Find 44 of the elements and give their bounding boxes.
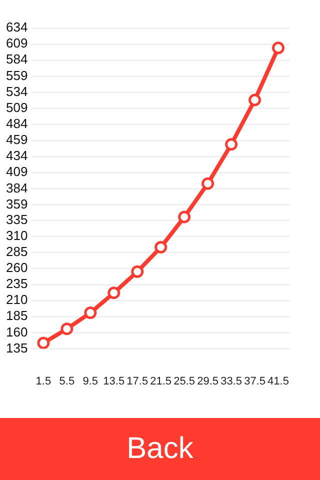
y-tick-label: 484 — [6, 116, 28, 132]
point — [84, 306, 97, 320]
x-tick-label: 13.5 — [103, 375, 125, 388]
y-tick-label: 310 — [6, 228, 28, 243]
y-tick-label: 634 — [6, 20, 28, 35]
point — [272, 42, 285, 54]
y-tick-label: 459 — [6, 132, 28, 148]
x-tick-label: 9.5 — [82, 375, 98, 388]
y-tick-label: 210 — [6, 292, 28, 308]
y-tick-label: 235 — [6, 276, 28, 292]
y-tick-label: 559 — [6, 68, 28, 83]
x-tick-label: 21.5 — [150, 375, 172, 388]
point — [178, 210, 191, 224]
y-tick-label: 409 — [6, 164, 28, 180]
point — [248, 94, 262, 106]
y-tick-label: 160 — [6, 324, 28, 340]
x-tick-label: 33.5 — [220, 375, 242, 388]
x-tick-label: 41.5 — [268, 375, 289, 388]
y-tick-label: 135 — [6, 340, 28, 356]
point — [60, 322, 74, 336]
x-tick-label: 1.5 — [36, 375, 52, 388]
y-tick-label: 509 — [6, 100, 28, 115]
y-tick-label: 534 — [6, 84, 28, 99]
y-tick-label: 285 — [6, 244, 28, 259]
x-tick-label: 17.5 — [126, 375, 148, 388]
point — [108, 286, 120, 300]
y-tick-label: 359 — [6, 196, 28, 212]
x-tick-label: 5.5 — [59, 375, 75, 388]
y-tick-label: 384 — [6, 180, 28, 196]
point — [225, 138, 238, 151]
y-tick-label: 434 — [6, 148, 28, 164]
point — [154, 240, 168, 254]
x-tick-label: 25.5 — [174, 375, 196, 388]
y-tick-label: 609 — [6, 36, 28, 51]
back-button: Back — [0, 418, 320, 480]
y-tick-label: 584 — [6, 52, 28, 67]
x-tick-label: 29.5 — [197, 375, 219, 388]
y-tick-label: 260 — [6, 260, 28, 276]
x-tick-label: 37.5 — [244, 375, 266, 388]
y-tick-label: 185 — [6, 308, 28, 324]
point — [37, 336, 50, 349]
y-tick-label: 335 — [6, 212, 28, 227]
point — [202, 177, 214, 190]
point — [131, 265, 144, 278]
